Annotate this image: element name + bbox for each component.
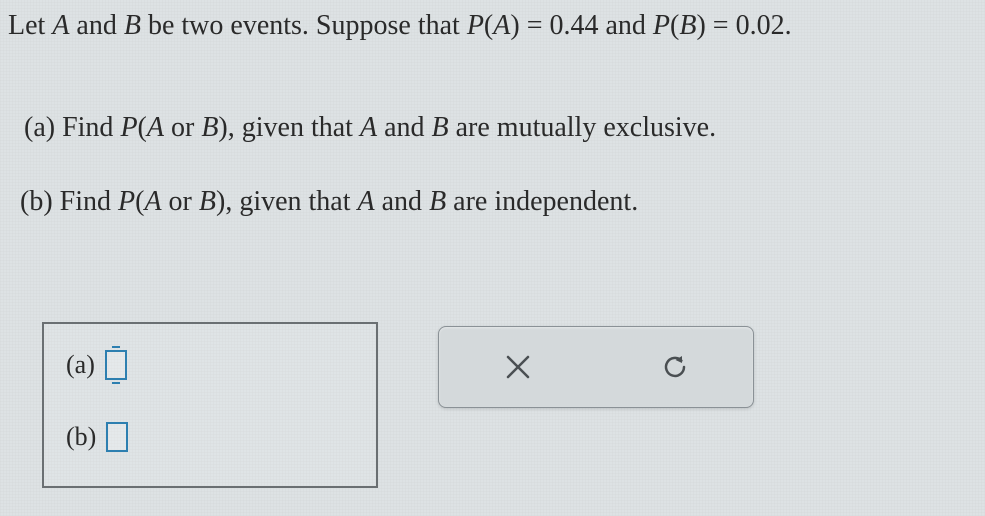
var-A: A [493, 10, 510, 41]
answer-input-b[interactable] [106, 422, 128, 452]
comma: , [225, 186, 239, 217]
reset-button[interactable] [645, 337, 705, 397]
part-label: (a) Find [24, 112, 120, 143]
var-B: B [201, 112, 218, 143]
close-button[interactable] [488, 337, 548, 397]
var-B: B [124, 10, 141, 41]
var-B: B [679, 10, 696, 41]
var-A: A [360, 112, 377, 143]
or-text: or [162, 186, 199, 217]
text: be two events. Suppose that [141, 10, 467, 41]
open-paren: ( [138, 112, 147, 143]
open-paren: ( [670, 10, 679, 41]
tail-text: are mutually exclusive. [449, 112, 716, 143]
var-A: A [52, 10, 69, 41]
answer-input-a[interactable] [105, 350, 127, 380]
close-paren: ) [216, 186, 225, 217]
or-text: or [164, 112, 201, 143]
question-part-b: (b) Find P(A or B), given that A and B a… [20, 186, 638, 218]
comma: , [228, 112, 242, 143]
close-paren: ) [218, 112, 227, 143]
question-prompt: Let A and B be two events. Suppose that … [8, 6, 792, 45]
P: P [118, 186, 135, 217]
answer-label-a: (a) [66, 350, 95, 380]
open-paren: ( [484, 10, 493, 41]
var-A: A [358, 186, 375, 217]
text: Let [8, 10, 52, 41]
P: P [653, 10, 670, 41]
close-paren: ) [696, 10, 705, 41]
reset-icon [660, 352, 690, 382]
given-text: given that [239, 186, 357, 217]
answer-panel: (a) (b) [42, 322, 378, 488]
var-A: A [147, 112, 164, 143]
value: 0.02 [736, 10, 785, 41]
close-paren: ) [510, 10, 519, 41]
var-B: B [199, 186, 216, 217]
answer-label-b: (b) [66, 422, 96, 452]
given-text: given that [242, 112, 360, 143]
and-text: and [375, 186, 429, 217]
P: P [120, 112, 137, 143]
text: and [598, 10, 652, 41]
period: . [785, 10, 792, 41]
button-panel [438, 326, 754, 408]
var-A: A [144, 186, 161, 217]
equals: = [706, 10, 736, 41]
tail-text: are independent. [446, 186, 638, 217]
part-label: (b) Find [20, 186, 118, 217]
answer-row-a: (a) [66, 350, 127, 380]
answer-row-b: (b) [66, 422, 128, 452]
value: 0.44 [549, 10, 598, 41]
P: P [467, 10, 484, 41]
close-icon [504, 353, 532, 381]
var-B: B [429, 186, 446, 217]
text: and [69, 10, 123, 41]
var-B: B [432, 112, 449, 143]
question-part-a: (a) Find P(A or B), given that A and B a… [24, 112, 716, 144]
and-text: and [377, 112, 431, 143]
equals: = [520, 10, 550, 41]
